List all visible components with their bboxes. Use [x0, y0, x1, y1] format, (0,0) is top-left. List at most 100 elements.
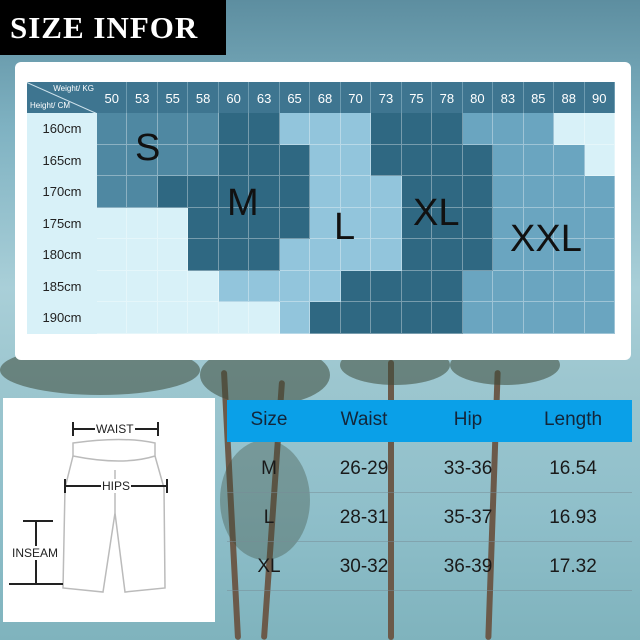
cell-waist: 26-29	[339, 458, 389, 479]
table-row: M 26-29 33-36 16.54	[227, 444, 632, 493]
grid-cell-m	[218, 113, 250, 145]
grid-cell-empty	[584, 144, 615, 177]
grid-cell-xl	[432, 144, 463, 177]
grid-cell-s	[157, 144, 189, 177]
weight-axis-label: Weight/ KG	[53, 84, 94, 93]
grid-cell-xxl	[523, 144, 555, 177]
grid-cell-xl	[401, 302, 433, 334]
weight-header-50: 50	[97, 82, 128, 113]
weight-header-73: 73	[371, 82, 402, 113]
grid-cell-l	[279, 270, 311, 303]
grid-cell-xxl	[462, 302, 494, 334]
size-info-title: SIZE INFOR	[0, 0, 226, 55]
grid-cell-xxl	[554, 270, 585, 303]
height-axis-label: Height/ CM	[30, 101, 71, 110]
weight-header-63: 63	[249, 82, 280, 113]
weight-header-55: 55	[157, 82, 189, 113]
grid-cell-l	[310, 207, 341, 240]
grid-cell-l	[340, 144, 372, 177]
cell-length: 16.54	[549, 458, 597, 479]
grid-cell-xl	[401, 207, 433, 240]
weight-header-85: 85	[523, 82, 555, 113]
grid-cell-m	[279, 176, 311, 208]
grid-cell-empty	[157, 270, 189, 303]
grid-cell-xxl	[584, 207, 615, 240]
size-zone-label-xl: XL	[413, 192, 460, 234]
grid-cell-xl	[432, 270, 463, 303]
grid-cell-xxl	[523, 176, 555, 208]
grid-cell-m	[249, 207, 280, 240]
size-zone-label-s: S	[135, 127, 161, 169]
weight-header-58: 58	[188, 82, 219, 113]
grid-cell-l	[279, 113, 311, 145]
grid-cell-s	[97, 176, 128, 208]
weight-header-90: 90	[584, 82, 615, 113]
shorts-diagram: WAIST HIPS INSEAM	[3, 398, 215, 622]
grid-cell-l	[310, 176, 341, 208]
weight-header-70: 70	[340, 82, 372, 113]
grid-cell-xxl	[493, 144, 524, 177]
grid-cell-xxl	[523, 113, 555, 145]
grid-cell-m	[218, 207, 250, 240]
grid-cell-empty	[584, 113, 615, 145]
grid-cell-m	[188, 176, 219, 208]
grid-cell-xl	[462, 239, 494, 271]
header-waist: Waist	[340, 409, 388, 430]
waist-label: WAIST	[95, 422, 135, 436]
grid-cell-m	[218, 239, 250, 271]
grid-cell-xl	[462, 207, 494, 240]
grid-cell-l	[310, 239, 341, 271]
cell-hip: 35-37	[443, 507, 493, 528]
grid-cell-empty	[127, 270, 158, 303]
grid-cell-empty	[97, 270, 128, 303]
grid-cell-xxl	[584, 176, 615, 208]
grid-cell-m	[279, 207, 311, 240]
cell-hip: 36-39	[443, 556, 493, 577]
weight-header-78: 78	[432, 82, 463, 113]
grid-cell-empty	[249, 302, 280, 334]
cell-length: 17.32	[549, 556, 597, 577]
grid-cell-empty	[188, 270, 219, 303]
weight-header-75: 75	[401, 82, 433, 113]
grid-cell-xxl	[462, 113, 494, 145]
grid-cell-l	[371, 207, 402, 240]
grid-cell-xl	[371, 144, 402, 177]
grid-cell-l	[340, 176, 372, 208]
grid-cell-m	[249, 113, 280, 145]
grid-cell-empty	[127, 207, 158, 240]
hips-label: HIPS	[101, 479, 132, 493]
size-zone-label-l: L	[334, 206, 356, 248]
grid-cell-m	[249, 144, 280, 177]
grid-cell-xl	[462, 176, 494, 208]
grid-cell-empty	[218, 302, 250, 334]
grid-cell-xl	[432, 113, 463, 145]
grid-cell-xl	[432, 207, 463, 240]
inseam-label: INSEAM	[11, 546, 60, 560]
height-label-170cm: 170cm	[27, 176, 97, 208]
cell-hip: 33-36	[443, 458, 493, 479]
cell-waist: 30-32	[339, 556, 389, 577]
grid-cell-empty	[188, 302, 219, 334]
grid-cell-m	[218, 176, 250, 208]
table-row: XL 30-32 36-39 17.32	[227, 542, 632, 591]
grid-cell-xl	[340, 302, 372, 334]
height-label-180cm: 180cm	[27, 239, 97, 271]
grid-cell-xxl	[493, 239, 524, 271]
grid-cell-s	[157, 113, 189, 145]
grid-cell-xxl	[523, 302, 555, 334]
height-label-160cm: 160cm	[27, 113, 97, 145]
weight-header-65: 65	[279, 82, 311, 113]
grid-cell-l	[310, 113, 341, 145]
grid-cell-xl	[371, 113, 402, 145]
grid-cell-xl	[432, 239, 463, 271]
header-size: Size	[250, 409, 288, 430]
grid-cell-xxl	[523, 270, 555, 303]
grid-cell-xxl	[554, 239, 585, 271]
grid-cell-m	[249, 239, 280, 271]
grid-cell-xl	[371, 302, 402, 334]
grid-cell-s	[97, 144, 128, 177]
grid-cell-xxl	[493, 113, 524, 145]
grid-cell-s	[188, 144, 219, 177]
grid-cell-xl	[340, 270, 372, 303]
grid-cell-xl	[401, 176, 433, 208]
